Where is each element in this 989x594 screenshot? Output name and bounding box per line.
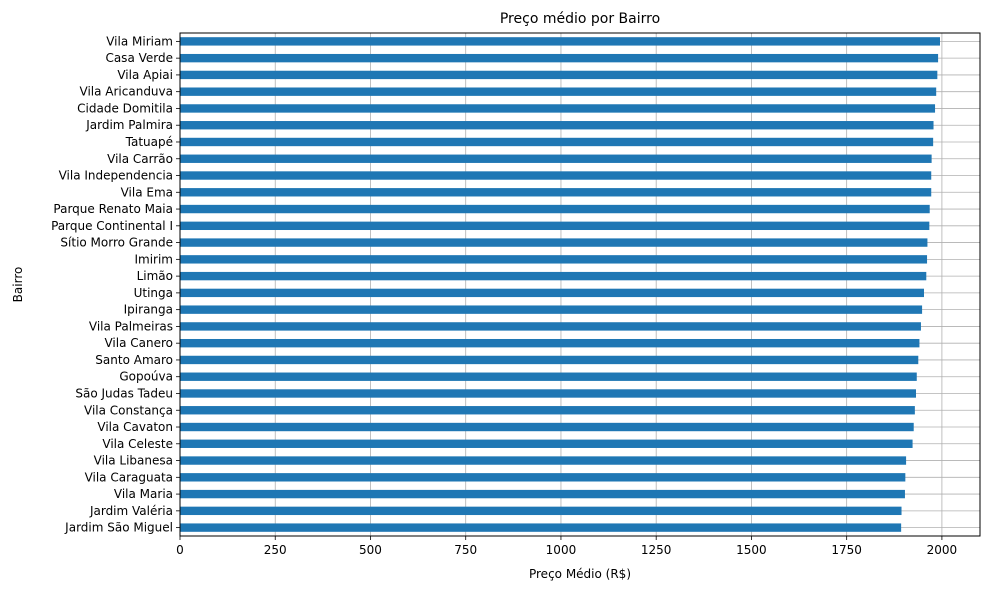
- y-tick-label: Parque Renato Maia: [53, 202, 173, 216]
- plot-frame: [179, 32, 981, 537]
- bar: [180, 37, 940, 46]
- bar: [180, 238, 928, 247]
- bar: [180, 188, 932, 197]
- bar: [180, 121, 934, 130]
- bar: [180, 506, 902, 516]
- y-tick-label: Vila Constança: [84, 403, 173, 417]
- y-tick-label: Vila Apiai: [117, 68, 173, 82]
- y-tick-label: Santo Amaro: [95, 353, 173, 367]
- x-tick-label: 750: [454, 543, 477, 557]
- y-tick-label: Casa Verde: [105, 51, 173, 65]
- y-tick-label: Jardim São Miguel: [64, 521, 173, 535]
- x-tick-label: 0: [176, 543, 184, 557]
- x-tick-label: 250: [264, 543, 287, 557]
- y-tick-label: Tatuapé: [125, 135, 173, 149]
- y-tick-label: Vila Carrão: [107, 152, 173, 166]
- bar: [180, 70, 938, 80]
- bar: [180, 523, 902, 532]
- bar: [180, 389, 916, 398]
- bar: [180, 204, 930, 214]
- bar: [180, 422, 914, 432]
- bar: [180, 305, 923, 314]
- bar: [180, 372, 917, 381]
- y-tick-label: Jardim Palmira: [85, 118, 173, 132]
- y-tick-label: Imirim: [134, 252, 173, 266]
- chart-title: Preço médio por Bairro: [500, 11, 660, 27]
- y-tick-label: Vila Maria: [114, 487, 173, 501]
- bar: [180, 53, 939, 63]
- y-tick-label: Parque Continental I: [51, 219, 173, 233]
- bar: [180, 456, 907, 465]
- y-tick-label: Vila Miriam: [106, 34, 173, 48]
- x-tick-label: 2000: [927, 543, 958, 557]
- y-tick-label: Vila Canero: [104, 336, 173, 350]
- x-tick-label: 1750: [831, 543, 862, 557]
- y-tick-label: Sítio Morro Grande: [60, 236, 173, 250]
- x-tick-label: 1000: [546, 543, 577, 557]
- bar: [180, 87, 937, 96]
- bar: [180, 489, 905, 499]
- bar: [180, 271, 927, 281]
- y-tick-label: Vila Caraguata: [85, 470, 173, 484]
- y-tick-label: Vila Libanesa: [94, 454, 173, 468]
- y-tick-label: São Judas Tadeu: [75, 386, 173, 400]
- bar: [180, 255, 928, 264]
- y-tick-label: Vila Celeste: [102, 437, 173, 451]
- y-tick-label: Gopoúva: [119, 370, 173, 384]
- y-axis-ticks: Vila Miriam Casa Verde Vila Apiai Vila Aric…: [51, 34, 180, 535]
- bar: [180, 104, 936, 113]
- bar: [180, 171, 932, 180]
- y-tick-label: Vila Palmeiras: [89, 319, 173, 333]
- y-tick-label: Jardim Valéria: [89, 504, 173, 518]
- y-tick-label: Utinga: [134, 286, 173, 300]
- y-tick-label: Vila Cavaton: [97, 420, 173, 434]
- y-tick-label: Limão: [137, 269, 173, 283]
- y-tick-label: Ipiranga: [124, 303, 173, 317]
- bar: [180, 338, 920, 348]
- bar: [180, 221, 930, 231]
- bar: [180, 473, 906, 482]
- x-tick-label: 1250: [641, 543, 672, 557]
- bar: [180, 288, 924, 298]
- bars: [180, 37, 940, 532]
- y-tick-label: Vila Independencia: [59, 169, 173, 183]
- x-axis-label: Preço Médio (R$): [529, 567, 631, 581]
- y-tick-label: Vila Aricanduva: [80, 85, 174, 99]
- y-tick-label: Cidade Domitila: [77, 101, 173, 115]
- y-tick-label: Vila Ema: [121, 185, 173, 199]
- bar: [180, 439, 913, 448]
- x-tick-label: 500: [359, 543, 382, 557]
- bar: [180, 137, 934, 147]
- bar: [180, 322, 921, 331]
- x-tick-label: 1500: [736, 543, 767, 557]
- bar: [180, 355, 919, 365]
- x-axis-ticks: 0 250 500 750 1000 1250 1500 1750 2000: [176, 536, 957, 557]
- bar: [180, 154, 932, 163]
- y-axis-label: Bairro: [11, 267, 25, 303]
- bar: [180, 406, 915, 415]
